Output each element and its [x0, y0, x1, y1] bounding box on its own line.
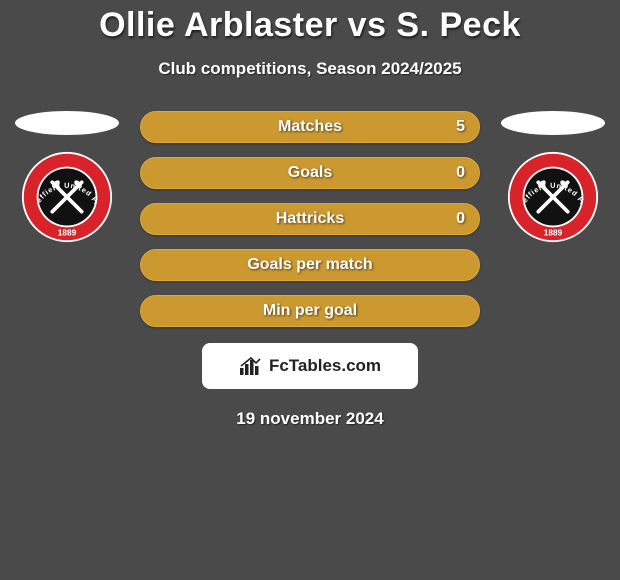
player-left-ellipse	[15, 111, 119, 135]
brand-logo-box[interactable]: FcTables.com	[202, 343, 418, 389]
stat-bar-hattricks: Hattricks 0	[140, 203, 480, 235]
club-crest-right: Sheffield United F.C. 1889	[507, 151, 599, 243]
stat-bar-min-per-goal: Min per goal	[140, 295, 480, 327]
stat-label: Goals per match	[247, 256, 372, 274]
player-right-ellipse	[501, 111, 605, 135]
svg-text:1889: 1889	[544, 229, 563, 238]
subtitle: Club competitions, Season 2024/2025	[0, 59, 620, 79]
bar-chart-icon	[239, 356, 263, 376]
page-title: Ollie Arblaster vs S. Peck	[0, 6, 620, 45]
stat-right-value: 0	[456, 164, 465, 182]
svg-text:1889: 1889	[58, 229, 77, 238]
stat-bar-goals-per-match: Goals per match	[140, 249, 480, 281]
stat-label: Goals	[288, 164, 332, 182]
comparison-row: Sheffield United F.C. 1889 Matches 5 Goa…	[0, 111, 620, 327]
player-right-col: Sheffield United F.C. 1889	[498, 111, 608, 243]
club-crest-left: Sheffield United F.C. 1889	[21, 151, 113, 243]
stat-label: Matches	[278, 118, 342, 136]
stat-right-value: 0	[456, 210, 465, 228]
stats-column: Matches 5 Goals 0 Hattricks 0 Goals per …	[140, 111, 480, 327]
brand-name: FcTables.com	[269, 356, 381, 376]
date-label: 19 november 2024	[0, 409, 620, 429]
player-left-col: Sheffield United F.C. 1889	[12, 111, 122, 243]
stat-bar-matches: Matches 5	[140, 111, 480, 143]
stat-label: Hattricks	[276, 210, 344, 228]
stat-right-value: 5	[456, 118, 465, 136]
stat-label: Min per goal	[263, 302, 357, 320]
stat-bar-goals: Goals 0	[140, 157, 480, 189]
